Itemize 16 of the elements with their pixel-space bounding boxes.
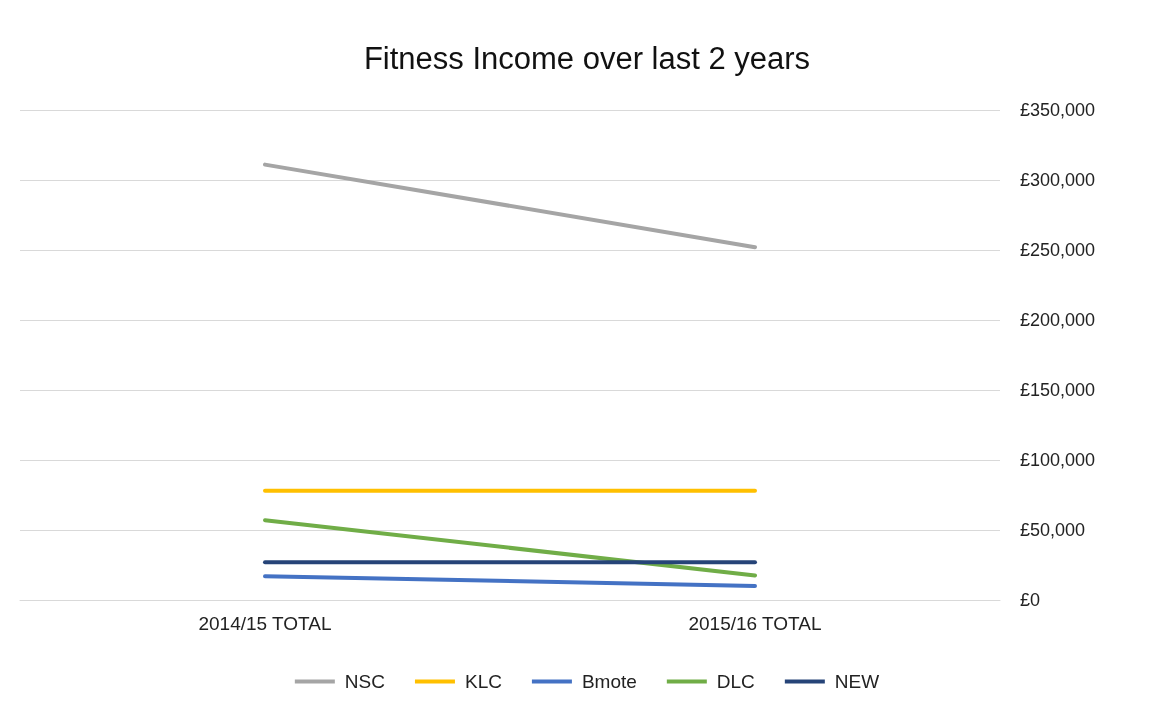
legend-label: Bmote bbox=[581, 671, 637, 692]
x-tick-label: 2014/15 TOTAL bbox=[198, 613, 332, 634]
legend-label: DLC bbox=[716, 671, 755, 692]
y-tick-label: £350,000 bbox=[1020, 100, 1096, 120]
chart-title: Fitness Income over last 2 years bbox=[363, 41, 811, 76]
legend-label: NEW bbox=[834, 671, 880, 692]
y-tick-label: £150,000 bbox=[1020, 380, 1096, 400]
y-tick-label: £200,000 bbox=[1020, 310, 1096, 330]
y-tick-label: £300,000 bbox=[1020, 170, 1096, 190]
x-tick-label: 2015/16 TOTAL bbox=[688, 613, 822, 634]
legend-label: KLC bbox=[464, 671, 502, 692]
y-tick-label: £50,000 bbox=[1020, 520, 1086, 540]
y-tick-label: £0 bbox=[1020, 590, 1041, 610]
legend-label: NSC bbox=[344, 671, 385, 692]
y-tick-label: £250,000 bbox=[1020, 240, 1096, 260]
y-tick-label: £100,000 bbox=[1020, 450, 1096, 470]
